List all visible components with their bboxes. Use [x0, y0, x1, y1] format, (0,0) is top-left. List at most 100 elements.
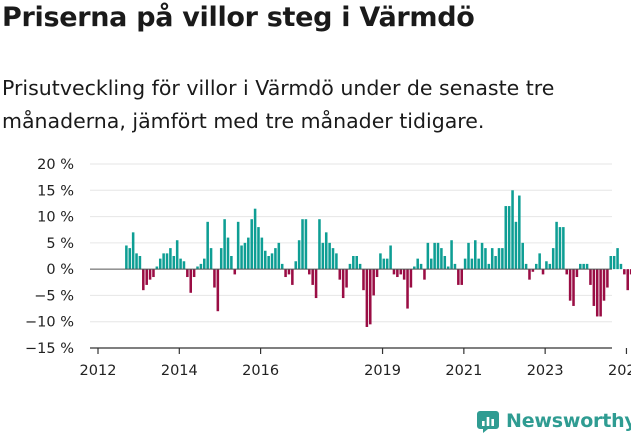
bar: [321, 242, 325, 270]
bar: [474, 240, 477, 270]
bar: [433, 242, 436, 270]
bar: [250, 219, 253, 270]
bar: [626, 269, 629, 291]
bar: [507, 206, 511, 270]
bar: [223, 219, 226, 270]
bar: [609, 256, 613, 270]
bar: [162, 253, 165, 270]
bar: [131, 232, 135, 270]
bar: [595, 269, 599, 317]
bar: [484, 248, 487, 270]
bar: [460, 269, 463, 285]
bar: [379, 253, 382, 270]
bar: [308, 269, 311, 275]
bar: [253, 208, 257, 270]
bar: [501, 248, 504, 270]
bar: [534, 263, 538, 270]
bar: [199, 263, 203, 270]
bar: [158, 258, 162, 270]
bar: [257, 227, 260, 270]
bar: [402, 269, 406, 280]
x-tick-label: 2014: [161, 363, 198, 379]
y-tick-label: −5 %: [34, 288, 74, 304]
bar: [538, 253, 541, 270]
bar: [446, 266, 450, 270]
bar: [277, 242, 281, 270]
bar: [260, 237, 264, 270]
bar: [233, 269, 237, 275]
bar: [365, 269, 369, 327]
bar: [619, 263, 623, 270]
bar: [396, 269, 399, 278]
bar: [494, 256, 497, 270]
bar: [213, 269, 216, 288]
bar: [128, 248, 132, 270]
bar: [382, 258, 386, 270]
bar: [423, 269, 426, 280]
bar: [280, 263, 284, 270]
bar: [341, 269, 345, 299]
x-tick-label: 2016: [242, 363, 279, 379]
bar: [565, 269, 569, 275]
bar: [152, 269, 155, 278]
bar: [301, 219, 304, 270]
bar: [426, 242, 430, 270]
bar: [470, 258, 474, 270]
bar: [480, 242, 484, 270]
bar: [623, 269, 626, 275]
bar: [518, 195, 521, 270]
bar: [463, 258, 467, 270]
bar: [487, 263, 491, 270]
bar: [247, 237, 250, 270]
x-tick-label: 2023: [527, 363, 564, 379]
bar: [629, 269, 631, 275]
bar: [338, 269, 342, 280]
bar: [369, 269, 372, 325]
newsworthy-logo-icon: [477, 411, 499, 433]
bar: [294, 261, 298, 270]
bar: [399, 269, 403, 275]
bar: [511, 190, 514, 270]
bar: [562, 227, 565, 270]
bar: [328, 242, 331, 270]
bar: [192, 269, 196, 278]
bar: [409, 269, 413, 288]
bar: [145, 269, 148, 285]
brand-name: Newsworthy: [506, 410, 631, 432]
bar: [372, 269, 375, 296]
y-tick-label: −10 %: [25, 315, 74, 331]
bar: [606, 269, 609, 288]
bar: [297, 240, 301, 270]
bar: [572, 269, 575, 306]
y-tick-label: 20 %: [37, 157, 74, 173]
brand-logo: Newsworthy: [476, 407, 631, 435]
bar: [362, 269, 365, 291]
bar: [304, 219, 308, 270]
chart-subtitle: Prisutveckling för villor i Värmdö under…: [2, 76, 555, 133]
bar: [429, 258, 433, 270]
bar: [175, 240, 179, 270]
bar: [450, 240, 453, 270]
bar: [335, 253, 338, 270]
bar: [579, 263, 582, 270]
bar: [203, 258, 206, 270]
bar: [521, 242, 524, 270]
bar: [331, 248, 335, 270]
bar: [531, 269, 535, 272]
bar: [440, 248, 443, 270]
bar: [230, 256, 233, 270]
bar: [436, 242, 440, 270]
bar: [179, 258, 182, 270]
bar: [568, 269, 572, 301]
bar: [345, 269, 348, 288]
bar: [355, 256, 358, 270]
x-tick-label: 2012: [80, 363, 117, 379]
bar: [385, 258, 389, 270]
bar: [592, 269, 596, 306]
bar: [548, 263, 552, 270]
bar: [582, 263, 585, 270]
bar: [477, 258, 480, 270]
bar: [497, 248, 501, 270]
bar: [125, 245, 128, 270]
bar: [314, 269, 318, 299]
